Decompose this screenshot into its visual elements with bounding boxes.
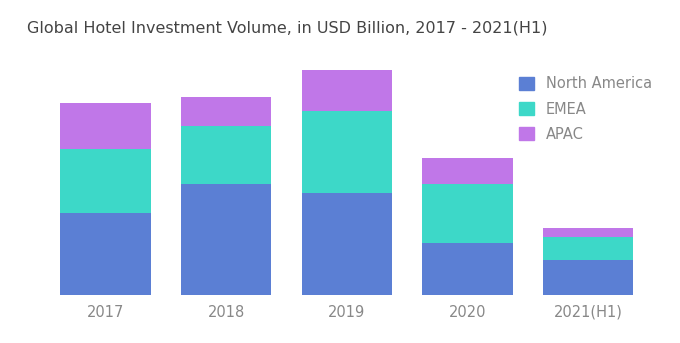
Legend: North America, EMEA, APAC: North America, EMEA, APAC bbox=[512, 69, 659, 149]
Bar bbox=[181, 126, 271, 184]
Text: Global Hotel Investment Volume, in USD Billion, 2017 - 2021(H1): Global Hotel Investment Volume, in USD B… bbox=[27, 21, 547, 36]
Bar bbox=[301, 111, 392, 193]
Bar bbox=[61, 149, 151, 213]
Bar bbox=[301, 193, 392, 295]
Bar bbox=[543, 237, 633, 260]
Bar bbox=[181, 184, 271, 295]
Bar bbox=[422, 158, 513, 184]
Bar bbox=[61, 103, 151, 149]
Bar bbox=[301, 71, 392, 111]
Bar bbox=[422, 184, 513, 243]
Bar bbox=[181, 97, 271, 126]
Bar bbox=[543, 260, 633, 295]
Bar bbox=[543, 228, 633, 237]
Bar bbox=[422, 243, 513, 295]
Bar bbox=[61, 213, 151, 295]
